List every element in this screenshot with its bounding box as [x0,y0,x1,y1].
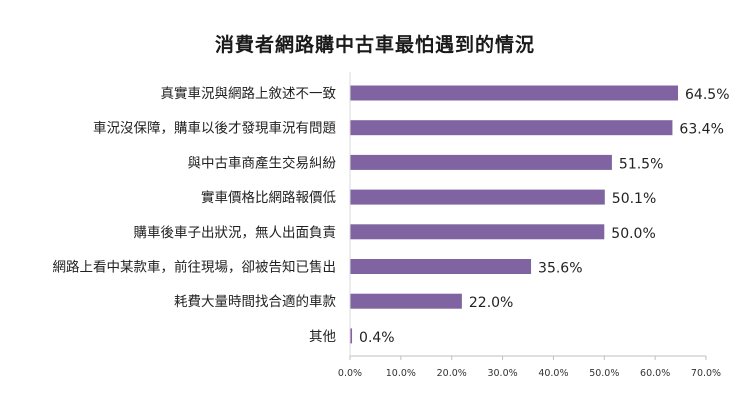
bars-layer: 真實車況與網路上敘述不一致 64.5% 車況沒保障，購車以後才發現車況有問題 63.4… [53,85,730,346]
category-label: 與中古車商產生交易糾紛 [188,154,337,171]
value-label: 63.4% [679,122,723,138]
bar [350,120,673,136]
x-tick-label: 10.0% [386,368,416,379]
category-label: 其他 [309,329,336,345]
value-label: 50.1% [612,191,656,207]
bar [350,328,353,344]
x-tick-label: 70.0% [691,368,721,379]
value-label: 35.6% [538,261,582,277]
x-tick-label: 60.0% [640,368,670,379]
bar [350,189,605,205]
value-label: 22.0% [469,295,513,311]
bar [350,85,679,101]
category-label: 真實車況與網路上敘述不一致 [161,85,337,102]
x-tick-label: 20.0% [437,368,467,379]
x-tick-label: 50.0% [589,368,619,379]
category-label: 耗費大量時間找合適的車款 [174,293,336,310]
category-label: 車況沒保障，購車以後才發現車況有問題 [93,120,336,137]
bar [350,154,612,170]
x-tick-label: 40.0% [538,368,568,379]
x-tick-label: 30.0% [487,368,517,379]
chart-title: 消費者網路購中古車最怕遇到的情況 [214,34,535,56]
bar [350,293,462,309]
x-axis: 0.0% 10.0% 20.0% 30.0% 40.0% 50.0% 60.0% 70.0% [338,72,721,379]
value-label: 64.5% [685,87,729,103]
bar [350,224,605,240]
bar [350,259,532,274]
value-label: 50.0% [611,226,655,242]
x-tick-label: 0.0% [338,368,362,379]
category-label: 網路上看中某款車，前往現場，卻被告知已售出 [53,259,337,276]
category-label: 實車價格比網路報價低 [201,189,336,206]
value-label: 51.5% [619,156,663,172]
category-label: 購車後車子出狀況，無人出面負責 [134,225,337,241]
value-label: 0.4% [359,330,395,346]
